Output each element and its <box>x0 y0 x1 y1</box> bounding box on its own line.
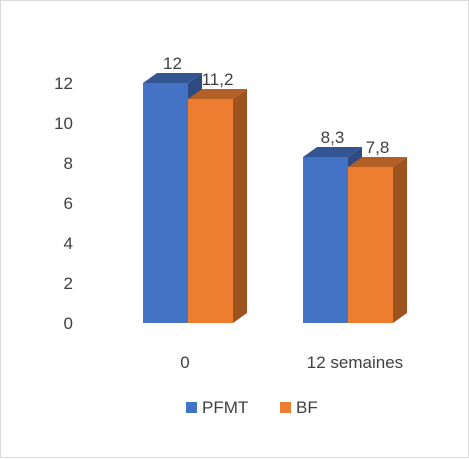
y-tick-label: 6 <box>64 194 73 213</box>
y-tick-label: 10 <box>54 114 73 133</box>
data-label: 8,3 <box>321 128 345 147</box>
bar-top <box>143 73 202 83</box>
legend-item-bf: BF <box>280 398 318 417</box>
y-tick-label: 0 <box>64 314 73 333</box>
bar-side <box>233 89 247 323</box>
y-tick-label: 12 <box>54 74 73 93</box>
bar-top <box>303 147 362 157</box>
bars <box>143 73 407 323</box>
y-axis: 0 2 4 6 8 10 12 <box>54 74 73 333</box>
y-tick-label: 4 <box>64 234 73 253</box>
legend-label: PFMT <box>202 398 248 417</box>
bar-front <box>188 99 233 323</box>
category-label: 12 semaines <box>307 353 403 372</box>
y-tick-label: 2 <box>64 274 73 293</box>
x-axis: 0 12 semaines <box>180 353 403 372</box>
bar-front <box>348 167 393 323</box>
bar-top <box>188 89 247 99</box>
legend: PFMT BF <box>186 398 318 417</box>
bar-bf-0 <box>188 89 247 323</box>
bar-top <box>348 157 407 167</box>
category-label: 0 <box>180 353 189 372</box>
data-label: 12 <box>163 54 182 73</box>
bar-front <box>143 83 188 323</box>
bar-front <box>303 157 348 323</box>
legend-label: BF <box>296 398 318 417</box>
legend-swatch <box>280 402 291 413</box>
bar-side <box>393 157 407 323</box>
data-label: 7,8 <box>366 138 390 157</box>
data-label: 11,2 <box>202 70 234 89</box>
legend-swatch <box>186 402 197 413</box>
bar-bf-1 <box>348 157 407 323</box>
y-tick-label: 8 <box>64 154 73 173</box>
data-labels: 12 11,2 8,3 7,8 <box>163 54 389 157</box>
legend-item-pfmt: PFMT <box>186 398 248 417</box>
